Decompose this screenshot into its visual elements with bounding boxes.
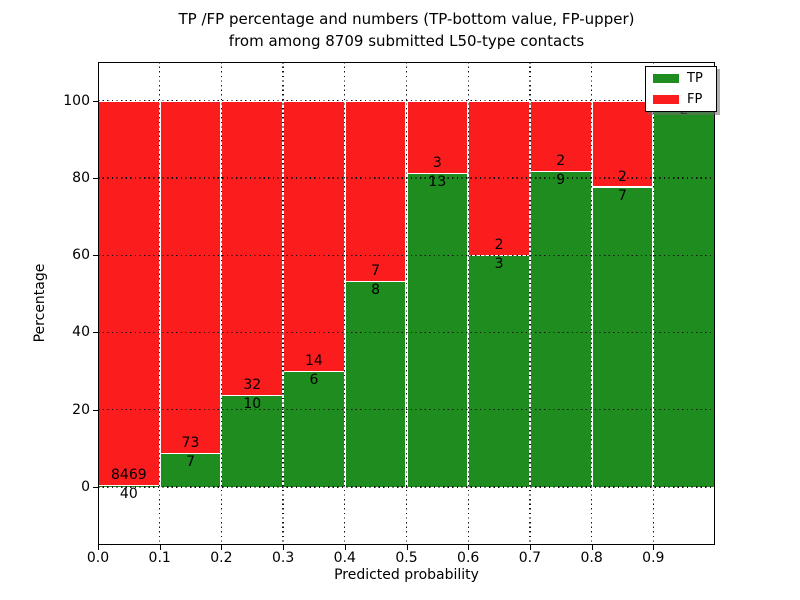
gridline-x-0.6: [467, 62, 469, 545]
y-tick-20: [93, 409, 98, 411]
chart-title: TP /FP percentage and numbers (TP-bottom…: [98, 9, 715, 53]
bar-segment-fp-1: [159, 100, 222, 454]
bar-count-tp-6: 3: [494, 256, 504, 273]
y-tick-label-0: 0: [81, 479, 90, 496]
bar-segment-tp-7: [529, 170, 592, 488]
bar-segment-tp-4: [344, 280, 407, 488]
x-tick-9: [653, 545, 655, 550]
gridline-x-0.2: [220, 62, 223, 545]
bar-count-fp-2: 32: [243, 377, 262, 394]
x-tick-5: [406, 545, 408, 550]
bar-count-fp-1: 73: [181, 435, 200, 452]
legend-item-fp: FP: [653, 93, 709, 106]
bar-segment-fp-0: [98, 100, 160, 486]
x-tick-8: [591, 545, 593, 550]
legend-item-tp: TP: [653, 72, 709, 85]
x-tick-7: [529, 545, 531, 550]
y-tick-80: [93, 177, 98, 179]
gridline-x-0.3: [282, 62, 284, 545]
bar-count-tp-1: 7: [186, 454, 196, 471]
gridline-x-0.5: [405, 62, 408, 545]
x-tick-0: [98, 545, 99, 550]
bar-segment-tp-5: [406, 173, 469, 488]
tp-swatch-icon: [653, 74, 679, 83]
bar-segment-fp-2: [221, 100, 284, 396]
bar-count-fp-3: 14: [305, 353, 323, 370]
x-tick-label-2: 0.2: [210, 550, 233, 566]
bar-count-tp-4: 8: [371, 281, 381, 298]
y-tick-label-80: 80: [72, 169, 90, 186]
gridline-x-0.7: [529, 62, 531, 545]
bar-count-tp-5: 13: [428, 174, 447, 191]
y-tick-label-40: 40: [72, 324, 90, 341]
y-tick-label-100: 100: [63, 92, 90, 109]
bar-count-tp-2: 10: [243, 396, 262, 413]
bar-segment-tp-3: [283, 371, 345, 488]
x-tick-label-7: 0.7: [518, 550, 542, 566]
x-tick-label-4: 0.4: [333, 550, 356, 566]
x-tick-label-1: 0.1: [148, 550, 171, 566]
bar-count-fp-5: 3: [432, 155, 442, 172]
gridline-x-0.8: [590, 62, 593, 545]
bar-count-fp-0: 8469: [111, 467, 147, 484]
x-tick-3: [283, 545, 285, 550]
y-tick-40: [93, 332, 98, 334]
bar-count-tp-7: 9: [556, 171, 566, 188]
gridline-x-0.4: [344, 62, 346, 545]
x-tick-label-5: 0.5: [395, 550, 418, 566]
fp-swatch-icon: [653, 95, 679, 104]
legend-label-tp: TP: [687, 71, 703, 86]
gridline-x-0.9: [652, 62, 654, 545]
x-tick-4: [344, 545, 346, 550]
x-tick-2: [221, 545, 223, 550]
bar-segment-tp-6: [468, 255, 530, 488]
x-tick-label-8: 0.8: [580, 550, 603, 566]
bar-segment-tp-8: [591, 186, 654, 488]
bar-count-fp-7: 2: [556, 152, 566, 169]
bar-count-tp-0: 40: [119, 486, 138, 503]
bar-count-tp-3: 6: [309, 372, 319, 389]
x-tick-6: [468, 545, 470, 550]
x-tick-label-6: 0.6: [457, 550, 480, 566]
x-tick-label-3: 0.3: [271, 550, 295, 566]
x-tick-label-9: 0.9: [642, 550, 665, 566]
bar-segment-fp-3: [283, 100, 345, 372]
bar-segment-tp-1: [159, 453, 222, 488]
legend-label-fp: FP: [687, 92, 703, 107]
x-axis-label: Predicted probability: [334, 567, 479, 583]
chart-title-line1: TP /FP percentage and numbers (TP-bottom…: [178, 10, 635, 28]
y-tick-100: [93, 100, 98, 102]
bar-count-fp-6: 2: [494, 237, 504, 254]
gridline-x-0.1: [159, 62, 161, 545]
bar-count-tp-8: 7: [617, 187, 627, 204]
legend: TP FP: [645, 66, 717, 112]
bar-segment-tp-9: [653, 100, 715, 488]
y-tick-label-20: 20: [72, 401, 90, 418]
bar-count-fp-8: 2: [617, 168, 627, 185]
x-tick-label-0: 0.0: [86, 550, 110, 566]
y-tick-60: [93, 255, 98, 257]
chart-title-line2: from among 8709 submitted L50-type conta…: [228, 31, 585, 50]
y-tick-0: [93, 487, 98, 489]
x-tick-1: [159, 545, 161, 550]
bar-count-fp-4: 7: [371, 262, 381, 279]
y-axis-label: Percentage: [32, 263, 48, 343]
y-tick-label-60: 60: [72, 247, 90, 264]
